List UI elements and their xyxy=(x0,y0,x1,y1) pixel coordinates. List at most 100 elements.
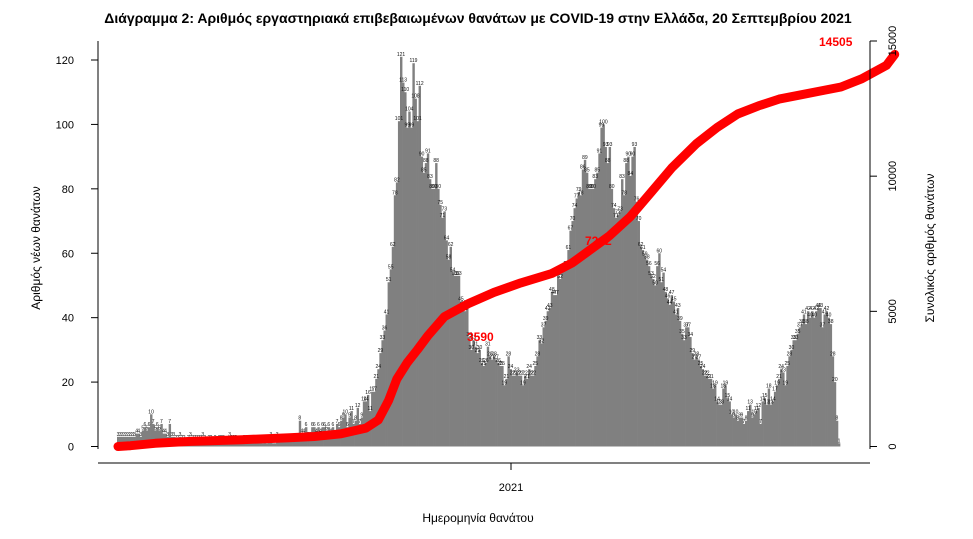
bar xyxy=(683,340,686,447)
bar-value-label: 42 xyxy=(545,306,551,312)
bar xyxy=(581,169,585,447)
bar xyxy=(695,356,698,447)
bar-value-label: 7 xyxy=(358,419,361,425)
bar-value-label: 28 xyxy=(535,351,541,357)
bar-value-label: 37 xyxy=(683,322,689,328)
bar-value-label: 19 xyxy=(723,380,729,386)
bar-value-label: 5 xyxy=(158,425,161,431)
bar xyxy=(734,414,738,447)
bar xyxy=(236,443,240,447)
bar-value-label: 29 xyxy=(690,348,696,354)
bar xyxy=(806,311,810,447)
bar xyxy=(800,324,804,447)
bar-value-label: 43 xyxy=(675,303,681,309)
bar xyxy=(718,404,721,447)
bar xyxy=(724,385,727,447)
bar xyxy=(154,430,157,447)
bar xyxy=(778,378,781,447)
bar xyxy=(278,440,281,447)
bar xyxy=(495,359,498,447)
bar xyxy=(247,443,250,447)
bar xyxy=(796,333,800,447)
bar-value-label: 33 xyxy=(380,335,386,341)
bar xyxy=(294,440,298,447)
bar xyxy=(623,195,626,447)
bar-value-label: 38 xyxy=(803,319,809,325)
bar xyxy=(629,175,632,447)
bar-value-label: 37 xyxy=(820,322,826,328)
bar-value-label: 74 xyxy=(572,203,578,209)
bar xyxy=(740,417,744,447)
bar-value-label: 80 xyxy=(429,184,435,190)
bar-value-label: 9 xyxy=(740,413,743,419)
bar xyxy=(408,111,411,447)
bar-value-label: 18 xyxy=(721,384,727,390)
bar-value-label: 38 xyxy=(799,319,805,325)
bar xyxy=(821,327,824,447)
bar-value-label: 3 xyxy=(179,432,182,438)
bar-value-label: 54 xyxy=(450,268,456,274)
bar-value-label: 6 xyxy=(321,422,324,428)
bar-value-label: 89 xyxy=(582,155,588,161)
bar xyxy=(470,349,473,447)
bar-value-label: 13 xyxy=(764,400,770,406)
bar xyxy=(152,423,155,447)
bar-value-label: 53 xyxy=(452,271,458,277)
bar-value-label: 85 xyxy=(584,168,590,174)
bar xyxy=(267,440,271,447)
bar xyxy=(284,440,287,447)
bar-value-label: 4 xyxy=(135,429,138,435)
bar-value-label: 38 xyxy=(828,319,834,325)
bar xyxy=(226,443,229,447)
bar-value-label: 46 xyxy=(665,293,671,299)
bar-value-label: 17 xyxy=(772,387,778,393)
bar xyxy=(685,327,688,447)
bar xyxy=(375,378,378,447)
bar-value-label: 3 xyxy=(131,432,134,438)
bar xyxy=(433,188,436,447)
bar xyxy=(753,414,756,447)
bar xyxy=(641,250,645,447)
bar xyxy=(652,279,655,447)
bar-value-label: 6 xyxy=(323,422,326,428)
bar xyxy=(575,198,579,447)
bar-value-label: 40 xyxy=(807,313,813,319)
bar-value-label: 21 xyxy=(776,374,782,380)
bar xyxy=(817,308,820,447)
bar-value-label: 14 xyxy=(727,396,733,402)
bar xyxy=(782,372,785,447)
bar xyxy=(577,192,581,447)
bar xyxy=(790,349,793,447)
bar xyxy=(480,362,483,447)
bar-value-label: 80 xyxy=(590,184,596,190)
bar xyxy=(410,127,413,447)
bar xyxy=(639,246,643,447)
bar-value-label: 78 xyxy=(621,190,627,196)
y-tick-label: 80 xyxy=(62,184,74,196)
bar xyxy=(393,195,397,447)
bar xyxy=(716,401,719,447)
cumulative-line xyxy=(113,49,900,451)
bar xyxy=(430,188,434,447)
bar xyxy=(711,388,715,447)
bar-value-label: 33 xyxy=(791,335,797,341)
bar-value-label: 83 xyxy=(427,174,433,180)
bar-value-label: 6 xyxy=(311,422,314,428)
bar-value-label: 33 xyxy=(681,335,687,341)
bar-value-label: 100 xyxy=(599,119,608,125)
bar-value-label: 62 xyxy=(638,242,644,248)
bar-value-label: 78 xyxy=(578,190,584,196)
bar-value-label: 3 xyxy=(201,432,204,438)
bar-value-label: 31 xyxy=(473,342,479,348)
bar xyxy=(280,440,283,447)
bar xyxy=(612,208,616,447)
bar xyxy=(730,414,733,447)
bar xyxy=(150,414,153,447)
bar xyxy=(837,443,841,447)
bar xyxy=(240,443,244,447)
y-tick-label: 40 xyxy=(62,313,74,325)
bar-value-label: 59 xyxy=(642,251,648,257)
bar-value-label: 25 xyxy=(785,361,791,367)
bar xyxy=(813,317,816,447)
bar xyxy=(395,182,399,447)
